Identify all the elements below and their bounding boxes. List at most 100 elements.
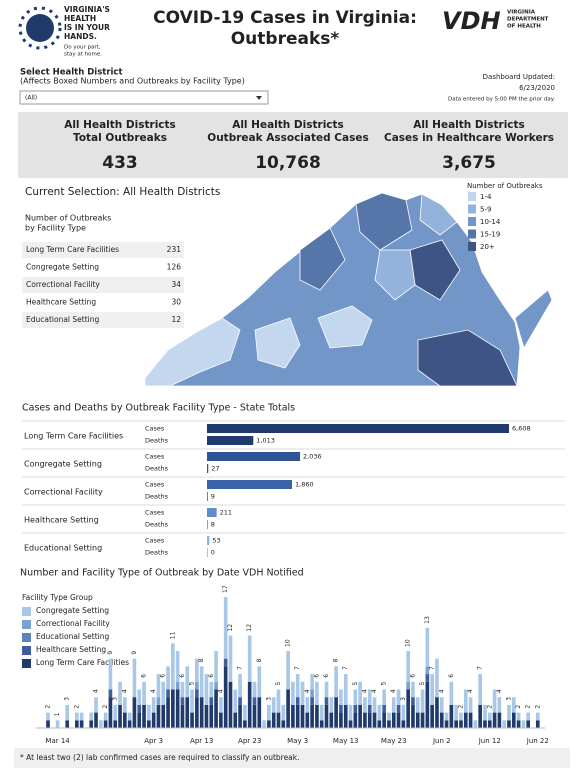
vdh-logo: VDH (442, 7, 501, 35)
updated-date: 6/23/2020 (519, 84, 555, 92)
bar-segment (497, 697, 502, 713)
bar-segment (219, 712, 223, 728)
dropdown-box[interactable] (19, 90, 269, 105)
bar-segment (118, 681, 122, 705)
bar-segment (262, 720, 266, 728)
x-tick-label: Mar 14 (45, 737, 70, 745)
bar-segment (478, 674, 482, 705)
bar-segment (204, 674, 209, 705)
total-label: 8 (256, 658, 263, 662)
table-cell: Congregate Setting (26, 263, 99, 272)
dropdown-arrow[interactable] (256, 96, 262, 100)
kpi-band (18, 112, 568, 178)
district-dropdown[interactable]: (All) (19, 90, 269, 105)
total-label: 5 (189, 681, 196, 685)
bar-segment (151, 697, 156, 713)
bar-segment (526, 720, 531, 728)
bar-segment (507, 704, 511, 721)
bar-segment (535, 720, 540, 728)
vdh-sub: VIRGINIA (507, 10, 536, 16)
series-label: Cases (145, 481, 165, 489)
value-label: 1,860 (295, 481, 314, 489)
bar-segment (195, 681, 199, 690)
map-legend-label: 10-14 (480, 218, 501, 226)
dropdown-value[interactable]: (All) (25, 95, 37, 102)
bar-segment (382, 689, 386, 705)
x-tick-label: May 3 (287, 737, 308, 745)
map-legend-title: Number of Outbreaks (467, 182, 543, 190)
total-label: 4 (93, 689, 100, 693)
map-legend-swatch (468, 204, 476, 214)
series-label: Deaths (145, 549, 169, 557)
bar-segment (228, 681, 233, 728)
bar-segment (156, 704, 161, 728)
filter-label: Select Health District (20, 68, 123, 78)
bar-segment (223, 658, 228, 667)
total-label: 7 (294, 666, 301, 670)
bar-segment (209, 697, 214, 705)
total-label: 6 (160, 674, 167, 678)
bar-segment (180, 697, 185, 705)
bar-segment (454, 720, 458, 728)
value-label: 1,013 (256, 437, 275, 445)
bar-segment (113, 720, 118, 728)
bar-segment (420, 689, 425, 713)
bar-segment (55, 720, 60, 728)
bar-segment (310, 704, 314, 728)
bar-segment (243, 720, 247, 728)
bar-segment (281, 704, 286, 721)
bar-segment (137, 689, 142, 705)
bar-segment (502, 720, 507, 728)
bar-segment (339, 712, 343, 728)
bar-segment (108, 697, 113, 728)
bar-segment (286, 650, 290, 690)
logo-sub: stay at home. (64, 52, 102, 58)
bar-segment (295, 674, 300, 698)
total-label: 6 (313, 674, 320, 678)
bar-segment (372, 712, 377, 728)
bar-segment (238, 704, 242, 728)
total-label: 7 (342, 666, 349, 670)
logo-text: HEALTH (64, 14, 96, 23)
bar-segment (99, 720, 103, 728)
table-cell: 126 (167, 263, 182, 272)
bar-segment (46, 720, 50, 728)
total-label: 4 (304, 689, 311, 693)
kpi-label: All Health Districts (413, 119, 525, 131)
bar-segment (305, 712, 310, 728)
bar-segment (175, 681, 180, 690)
map-legend-label: 20+ (480, 243, 495, 251)
bar-segment (463, 712, 468, 728)
bar-segment (276, 689, 281, 713)
legend-label: Long Term Care Facilities (36, 658, 129, 667)
bar-segment (315, 704, 319, 728)
table-cell: Correctional Facility (26, 280, 100, 289)
bar-segment (132, 697, 137, 728)
bar-segment (487, 720, 492, 728)
bar-segment (473, 720, 478, 728)
bar-segment (204, 704, 209, 728)
bar-segment (94, 697, 98, 713)
bar-segment (252, 704, 257, 728)
total-label: 5 (419, 681, 426, 685)
table-title: Number of Outbreaks (25, 214, 111, 223)
x-tick-label: Jun 22 (526, 737, 549, 745)
table-cell: 231 (167, 245, 182, 254)
bar-segment (507, 720, 511, 728)
total-label: 11 (169, 631, 176, 639)
bar-segment (190, 712, 194, 728)
bar-segment (310, 689, 314, 698)
bar (207, 492, 208, 501)
bar-segment (382, 712, 386, 728)
bar (207, 520, 208, 529)
table-row-bg (22, 312, 184, 328)
updated-label: Dashboard Updated: (483, 73, 555, 81)
bar-segment (430, 674, 434, 705)
bar-segment (228, 635, 233, 682)
bar-segment (377, 704, 382, 721)
total-label: 3 (112, 697, 119, 701)
value-label: 0 (211, 549, 215, 557)
bar-segment (185, 666, 190, 698)
bar-segment (271, 697, 276, 713)
bar-segment (209, 704, 214, 728)
